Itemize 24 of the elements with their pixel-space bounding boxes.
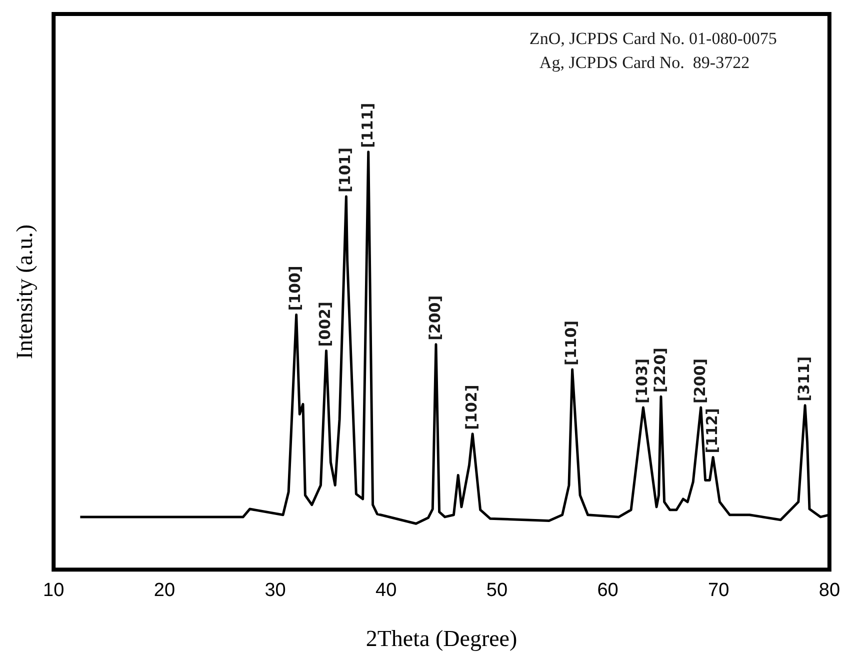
x-axis-title: 2Theta (Degree) [366,626,518,652]
annotation: [100] [286,266,304,311]
annotation: [110] [562,320,580,366]
x-tick-label: 80 [818,580,840,602]
annotation: [103] [633,358,652,404]
annotation: [112] [702,408,721,454]
text: Ag, JCPDS Card No. 89-3722 [539,53,750,72]
x-tick-label: 20 [154,580,176,602]
x-tick-label: 50 [486,580,508,602]
annotation: [200] [426,295,444,340]
annotation: [111] [358,102,376,148]
x-tick-label: 30 [264,580,286,602]
annotation: [200] [690,358,709,404]
x-tick-label: 40 [376,580,397,602]
annotation: [101] [336,148,354,193]
x-tick-label: 70 [708,580,730,602]
annotation: [102] [462,384,480,430]
x-tick-label: 60 [597,580,618,602]
x-tick-label: 10 [43,580,64,602]
y-axis-title: Intensity (a.u.) [12,224,37,360]
annotation: [002] [316,302,334,347]
annotation: [220] [650,348,669,393]
annotation: [311] [794,356,813,402]
text: ZnO, JCPDS Card No. 01-080-0075 [529,29,777,48]
